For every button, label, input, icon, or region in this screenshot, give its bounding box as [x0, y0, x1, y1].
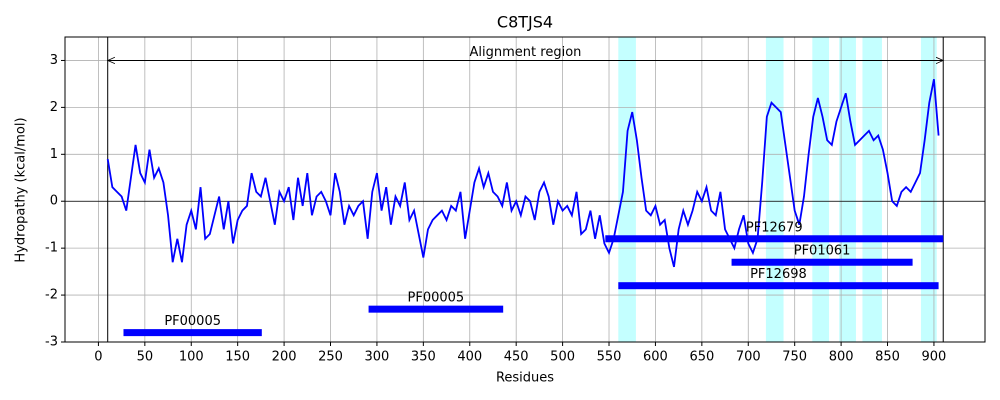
alignment-label: Alignment region [470, 45, 582, 60]
y-tick-label: -1 [45, 241, 58, 256]
x-tick-label: 350 [411, 350, 436, 365]
domain-bar [123, 329, 262, 337]
domain-bar [731, 258, 913, 266]
y-tick-label: 0 [50, 194, 58, 209]
x-tick-label: 450 [504, 350, 529, 365]
x-tick-label: 500 [550, 350, 575, 365]
y-tick-label: -3 [45, 335, 58, 350]
domain-label: PF00005 [408, 291, 465, 306]
highlight-region [618, 37, 636, 342]
y-axis-label: Hydropathy (kcal/mol) [14, 117, 29, 262]
x-tick-label: 0 [94, 350, 102, 365]
x-axis-label: Residues [496, 371, 554, 386]
domain-bar [618, 282, 939, 290]
x-tick-label: 800 [829, 350, 854, 365]
y-tick-label: 3 [50, 53, 58, 68]
x-tick-label: 600 [643, 350, 668, 365]
x-tick-label: 400 [457, 350, 482, 365]
domain-label: PF12679 [746, 220, 803, 235]
domain-label: PF01061 [794, 244, 851, 259]
y-tick-label: -2 [45, 288, 58, 303]
highlight-region [920, 37, 937, 342]
x-tick-label: 300 [365, 350, 390, 365]
x-tick-label: 50 [137, 350, 154, 365]
x-tick-label: 550 [597, 350, 622, 365]
chart-title: C8TJS4 [497, 13, 553, 32]
x-tick-label: 150 [225, 350, 250, 365]
y-tick-label: 2 [50, 100, 58, 115]
domain-label: PF12698 [750, 267, 807, 282]
plot-frame [64, 36, 986, 343]
x-tick-label: 650 [689, 350, 714, 365]
x-tick-label: 200 [272, 350, 297, 365]
x-tick-label: 100 [179, 350, 204, 365]
x-tick-label: 750 [782, 350, 807, 365]
domain-label: PF00005 [164, 314, 221, 329]
y-tick-label: 1 [50, 147, 58, 162]
domain-bar [605, 235, 944, 243]
highlight-region [839, 37, 856, 342]
highlight-region [812, 37, 830, 342]
highlight-region [862, 37, 882, 342]
highlight-region [765, 37, 784, 342]
x-tick-label: 700 [736, 350, 761, 365]
hydropathy-line [106, 79, 940, 268]
x-tick-label: 250 [318, 350, 343, 365]
x-tick-label: 900 [922, 350, 947, 365]
domain-bar [368, 305, 504, 313]
x-tick-label: 850 [875, 350, 900, 365]
